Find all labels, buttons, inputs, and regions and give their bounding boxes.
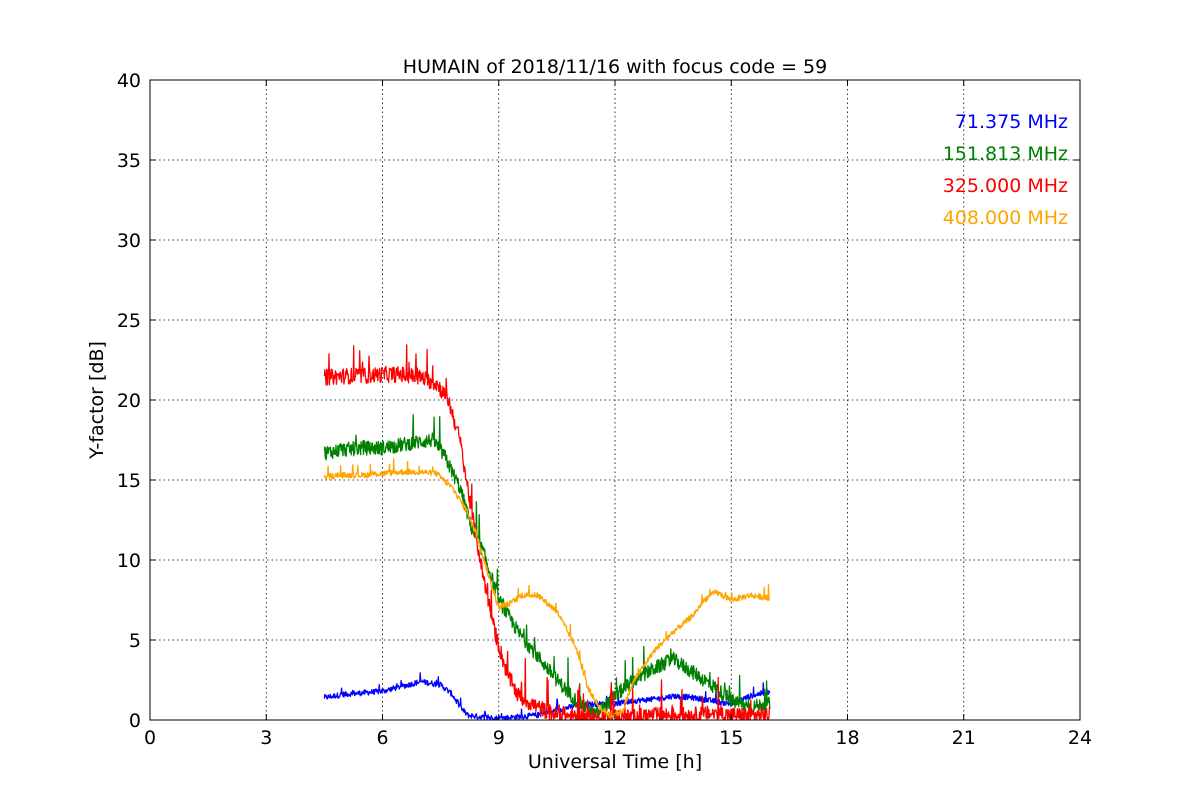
- y-tick-label: 10: [117, 550, 141, 572]
- series-line-2: [323, 414, 771, 720]
- legend: 71.375 MHz 151.813 MHz 325.000 MHz 408.000 …: [943, 111, 1068, 229]
- y-tick-label: 35: [117, 150, 141, 172]
- x-tick-label: 3: [260, 727, 272, 749]
- grid: [150, 80, 1080, 720]
- chart-title: HUMAIN of 2018/11/16 with focus code = 5…: [403, 56, 827, 78]
- series-line-3: [323, 344, 771, 720]
- x-tick-label: 12: [603, 727, 627, 749]
- ticks: 0 3 6 9 12 15 18 21 24 0 5 10 15 20 25 30 35 40: [117, 70, 1092, 749]
- legend-entry-3: 325.000 MHz: [943, 175, 1068, 197]
- y-tick-label: 40: [117, 70, 141, 92]
- x-tick-label: 21: [952, 727, 976, 749]
- y-tick-label: 0: [129, 710, 141, 732]
- legend-entry-4: 408.000 MHz: [943, 207, 1068, 229]
- y-tick-label: 15: [117, 470, 141, 492]
- x-tick-label: 18: [835, 727, 859, 749]
- x-tick-label: 9: [493, 727, 505, 749]
- y-tick-label: 20: [117, 390, 141, 412]
- x-tick-label: 15: [719, 727, 743, 749]
- legend-entry-2: 151.813 MHz: [943, 143, 1068, 165]
- x-tick-label: 0: [144, 727, 156, 749]
- x-tick-label: 6: [376, 727, 388, 749]
- legend-entry-1: 71.375 MHz: [955, 111, 1068, 133]
- series-layer: [323, 344, 771, 720]
- y-tick-label: 5: [129, 630, 141, 652]
- y-tick-label: 25: [117, 310, 141, 332]
- x-axis-label: Universal Time [h]: [528, 751, 702, 773]
- series-line-4: [323, 458, 771, 719]
- x-tick-label: 24: [1068, 727, 1092, 749]
- y-axis-label: Y-factor [dB]: [86, 341, 108, 460]
- y-tick-label: 30: [117, 230, 141, 252]
